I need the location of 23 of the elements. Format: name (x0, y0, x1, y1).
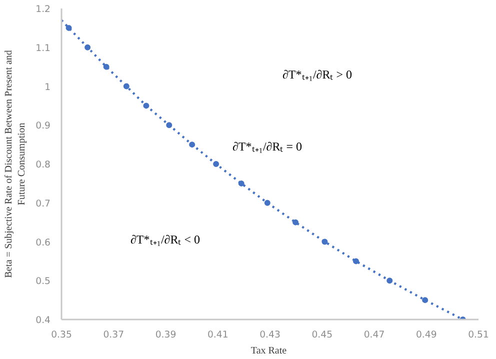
y-tick-label: 0.6 (36, 237, 51, 248)
x-tick-label: 0.35 (51, 330, 72, 340)
x-tick-label: 0.51 (468, 330, 489, 340)
annotation: ∂T*ₜ₊₁/∂Rₜ > 0 (282, 68, 352, 82)
annotation: ∂T*ₜ₊₁/∂Rₜ < 0 (130, 232, 200, 246)
x-tick-label: 0.47 (364, 330, 385, 340)
x-tick-label: 0.37 (103, 330, 124, 340)
x-axis-title: Tax Rate (250, 346, 288, 356)
y-tick-label: 1.2 (36, 4, 51, 15)
y-tick-label: 0.7 (36, 198, 51, 210)
y-tick-label: 0.4 (36, 315, 51, 326)
x-tick-label: 0.39 (155, 330, 176, 340)
y-axis-title: Beta = Subjective Rate of Discount Between Present and Future Consumption (3, 50, 28, 278)
x-tick-label: 0.49 (416, 330, 437, 340)
y-tick-label: 0.8 (36, 160, 51, 170)
annotation: ∂T*ₜ₊₁/∂Rₜ = 0 (232, 140, 302, 154)
y-tick-label: 1.1 (36, 42, 51, 54)
y-tick-label: 1 (44, 82, 51, 93)
x-tick-label: 0.43 (260, 330, 280, 340)
x-tick-label: 0.41 (207, 330, 228, 340)
y-tick-label: 0.9 (36, 120, 51, 132)
y-tick-label: 0.5 (36, 276, 51, 288)
x-tick-label: 0.45 (312, 330, 333, 340)
